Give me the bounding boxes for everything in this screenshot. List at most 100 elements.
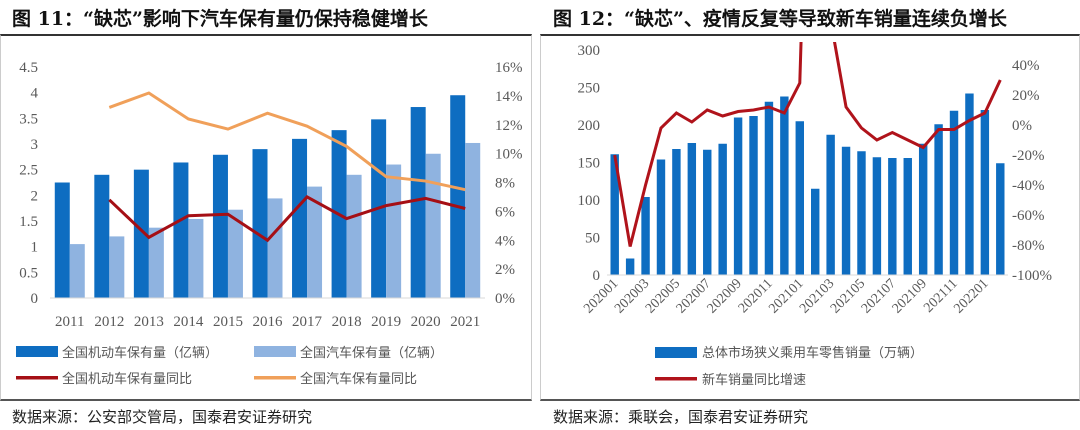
sales-bar — [934, 124, 943, 275]
sales-bar — [949, 110, 959, 275]
right-y-tick: 8% — [495, 176, 515, 192]
right-y-tick: 12% — [495, 118, 523, 134]
sales-bar — [857, 151, 866, 275]
sales-bar — [610, 154, 619, 275]
left-y-tick: 4.5 — [19, 60, 38, 76]
legend-line — [655, 377, 697, 381]
x-tick: 202009 — [705, 276, 745, 316]
x-tick: 2021 — [450, 314, 480, 330]
x-tick: 2018 — [332, 314, 362, 330]
sales-bar — [764, 101, 774, 275]
sales-bar — [672, 149, 681, 275]
right-y-tick: -100% — [1012, 268, 1052, 284]
sales-bar — [811, 188, 820, 275]
legend-label: 全国汽车保有量（亿辆） — [300, 345, 443, 361]
legend-label: 全国汽车保有量同比 — [300, 371, 417, 387]
x-tick: 2011 — [55, 314, 84, 330]
sales-bar — [641, 197, 650, 275]
sales-bar — [703, 149, 712, 275]
right-y-tick: 10% — [495, 147, 523, 163]
left-y-tick: 50 — [585, 231, 600, 247]
x-tick: 2020 — [411, 314, 441, 330]
sales-bar — [718, 143, 727, 275]
car-stock-bar — [346, 174, 362, 298]
legend-label: 总体市场狭义乘用车零售销量（万辆） — [702, 345, 923, 361]
left-y-tick: 100 — [578, 193, 601, 209]
car-yoy-line — [108, 91, 466, 192]
left-chart-frame — [0, 34, 532, 401]
car-stock-bar — [425, 153, 441, 298]
x-tick: 2019 — [371, 314, 401, 330]
right-y-tick: 16% — [495, 60, 523, 76]
legend-swatch — [254, 346, 296, 357]
legend-line — [16, 376, 58, 380]
x-tick: 2017 — [292, 314, 323, 330]
left-y-tick: 3 — [31, 137, 39, 153]
right-y-tick: -40% — [1012, 178, 1045, 194]
left-y-tick: 0 — [593, 268, 601, 284]
x-tick: 2012 — [94, 314, 124, 330]
right-y-tick: 20% — [1012, 88, 1040, 104]
vehicle-stock-bar — [212, 154, 228, 298]
x-tick: 202109 — [890, 276, 930, 316]
right-y-tick: 0% — [495, 291, 515, 307]
left-y-tick: 300 — [578, 43, 601, 59]
left-y-tick: 4 — [31, 86, 39, 102]
sales-bar — [888, 158, 897, 275]
vehicle-stock-bar — [133, 169, 149, 298]
sales-yoy-line — [613, 42, 1002, 247]
left-y-tick: 250 — [578, 81, 601, 97]
sales-bar — [795, 121, 804, 275]
sales-bar — [872, 157, 882, 275]
car-stock-bar — [148, 227, 164, 298]
car-stock-bar — [188, 218, 204, 298]
sales-bar — [903, 158, 912, 275]
x-tick: 2015 — [213, 314, 243, 330]
sales-bar — [918, 143, 928, 275]
x-tick: 2013 — [134, 314, 164, 330]
left-y-tick: 3.5 — [19, 111, 38, 127]
left-y-tick: 150 — [578, 156, 601, 172]
left-source: 数据来源：公安部交管局，国泰君安证券研究 — [12, 408, 313, 426]
left-y-tick: 2.5 — [19, 163, 38, 179]
car-stock-bar — [227, 209, 243, 298]
vehicle-stock-bar — [450, 95, 466, 298]
right-y-tick: -20% — [1012, 148, 1045, 164]
car-stock-bar — [267, 198, 283, 298]
sales-bar — [780, 96, 789, 275]
sales-bar — [749, 116, 758, 275]
legend-swatch — [16, 346, 58, 357]
car-stock-bar — [69, 244, 85, 298]
left-y-tick: 1.5 — [19, 214, 38, 230]
right-source: 数据来源：乘联会，国泰君安证券研究 — [553, 408, 809, 426]
legend-label: 全国机动车保有量（亿辆） — [62, 345, 218, 361]
right-y-tick: 40% — [1012, 58, 1040, 74]
legend-label: 全国机动车保有量同比 — [62, 371, 192, 387]
vehicle-stock-bar — [173, 162, 189, 298]
sales-bar — [656, 159, 666, 275]
right-y-tick: 0% — [1012, 118, 1032, 134]
vehicle-yoy-line — [108, 195, 466, 243]
sales-bar — [733, 117, 743, 275]
x-tick: 202201 — [951, 276, 991, 316]
left-y-tick: 2 — [31, 188, 39, 204]
right-chart-title: 图 12：“缺芯”、疫情反复等导致新车销量连续负增长 — [553, 8, 1007, 30]
left-chart-title: 图 11：“缺芯”影响下汽车保有量仍保持稳健增长 — [12, 8, 428, 30]
legend-swatch — [655, 347, 697, 358]
right-y-tick: 6% — [495, 204, 515, 220]
car-stock-bar — [307, 186, 323, 298]
right-y-tick: 2% — [495, 262, 515, 278]
sales-bar — [980, 110, 990, 275]
vehicle-stock-bar — [252, 149, 268, 298]
car-stock-bar — [465, 142, 481, 298]
vehicle-stock-bar — [410, 107, 426, 298]
right-y-tick: 4% — [495, 233, 515, 249]
left-y-tick: 0.5 — [19, 265, 38, 281]
car-stock-bar — [109, 236, 125, 298]
vehicle-stock-bar — [54, 182, 70, 298]
car-stock-bar — [386, 164, 402, 298]
sales-bar — [687, 143, 697, 275]
left-y-tick: 0 — [31, 291, 39, 307]
x-tick: 2014 — [173, 314, 204, 330]
